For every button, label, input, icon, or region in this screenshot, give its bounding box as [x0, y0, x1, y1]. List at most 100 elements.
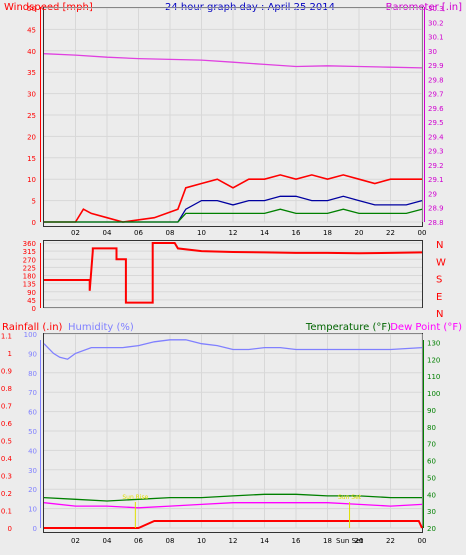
- rainfall-tick-label: 0.7: [1, 403, 12, 411]
- barometer-tick-label: 29.7: [428, 91, 444, 99]
- barometer-tick-label: 29.5: [428, 119, 444, 127]
- series-line-rainfall: [44, 520, 423, 529]
- barometer-axis-title: Barometer [.in]: [386, 2, 462, 13]
- barometer-tick-label: 28.8: [428, 219, 444, 227]
- humidity-tick-label: 10: [28, 506, 37, 514]
- sun-rise-label: Sun Rise: [122, 494, 148, 501]
- temp-x-tick-label: Sun Set: [336, 537, 363, 545]
- windspeed-tick-label: 20: [27, 133, 36, 141]
- rainfall-tick-label: 1.1: [1, 333, 12, 341]
- humidity-tick-label: 40: [28, 447, 37, 455]
- humidity-tick-label: 20: [28, 486, 37, 494]
- rainfall-tick-label: 0.8: [1, 385, 12, 393]
- temp-x-tick-label: 14: [260, 537, 269, 545]
- windspeed-tick-label: 40: [27, 48, 36, 56]
- compass-label: W: [436, 257, 446, 268]
- dew-point-axis-title: Dew Point (°F): [390, 322, 462, 333]
- barometer-tick-label: 29.1: [428, 176, 444, 184]
- direction-tick-label: 270: [23, 256, 36, 264]
- sun-set-label: Sun Set: [338, 494, 362, 501]
- barometer-tick-label: 30.3: [428, 5, 444, 13]
- temp-x-tick-label: 04: [103, 537, 112, 545]
- barometer-tick-label: 30: [428, 48, 437, 56]
- windspeed-tick-label: 30: [27, 91, 36, 99]
- wind-x-tick-label: 18: [323, 229, 332, 237]
- temperature-tick-label: 50: [427, 474, 436, 482]
- barometer-tick-label: 30.1: [428, 34, 444, 42]
- series-line-dew-point: [43, 502, 423, 509]
- direction-tick-label: 360: [23, 240, 36, 248]
- rainfall-tick-label: 0.3: [1, 473, 12, 481]
- humidity-tick-label: 50: [28, 428, 37, 436]
- humidity-tick-label: 60: [28, 409, 37, 417]
- series-line-average: [44, 208, 423, 223]
- temperature-tick-label: 90: [427, 407, 436, 415]
- temp-x-tick-label: 08: [166, 537, 175, 545]
- wind-x-tick-label: 20: [355, 229, 364, 237]
- barometer-tick-label: 28.9: [428, 205, 444, 213]
- temperature-tick-label: 80: [427, 424, 436, 432]
- humidity-tick-label: 30: [28, 467, 37, 475]
- wind-x-tick-label: 10: [197, 229, 206, 237]
- barometer-tick-label: 29.8: [428, 76, 444, 84]
- temperature-tick-label: 110: [427, 373, 440, 381]
- temp-x-tick-label: 10: [197, 537, 206, 545]
- humidity-tick-label: 70: [28, 389, 37, 397]
- barometer-tick-label: 29.6: [428, 105, 444, 113]
- rainfall-tick-label: 0: [8, 525, 12, 533]
- windspeed-tick-label: 15: [27, 155, 36, 163]
- series-line-humidity: [43, 339, 423, 360]
- temperature-tick-label: 20: [427, 525, 436, 533]
- temp-x-tick-label: 00: [418, 537, 427, 545]
- direction-tick-label: 90: [27, 289, 36, 297]
- wind-x-tick-label: 14: [260, 229, 269, 237]
- temperature-tick-label: 120: [427, 356, 440, 364]
- humidity-tick-label: 100: [24, 331, 37, 339]
- temp-x-tick-label: 06: [134, 537, 143, 545]
- direction-tick-label: 0: [32, 305, 36, 313]
- series-line-barometer-in-: [43, 53, 423, 69]
- wind-x-tick-label: 16: [292, 229, 301, 237]
- rainfall-tick-label: 1: [8, 350, 12, 358]
- compass-label: S: [436, 275, 442, 286]
- windspeed-tick-label: 50: [27, 5, 36, 13]
- compass-label: N: [436, 309, 443, 320]
- windspeed-tick-label: 45: [27, 26, 36, 34]
- barometer-tick-label: 29.3: [428, 148, 444, 156]
- direction-tick-label: 180: [23, 273, 36, 281]
- humidity-tick-label: 90: [28, 350, 37, 358]
- windspeed-tick-label: 35: [27, 69, 36, 77]
- direction-tick-label: 45: [27, 297, 36, 305]
- wind-x-tick-label: 06: [134, 229, 143, 237]
- rainfall-tick-label: 0.9: [1, 368, 12, 376]
- temp-x-tick-label: 02: [71, 537, 80, 545]
- rainfall-tick-label: 0.1: [1, 508, 12, 516]
- compass-label: E: [436, 292, 442, 303]
- barometer-tick-label: 30.2: [428, 19, 444, 27]
- humidity-tick-label: 0: [33, 525, 37, 533]
- temperature-tick-label: 30: [427, 508, 436, 516]
- windspeed-tick-label: 0: [32, 219, 36, 227]
- temperature-axis-title: Temperature (°F): [305, 322, 391, 333]
- humidity-axis-title: Humidity (%): [68, 322, 134, 333]
- humidity-tick-label: 80: [28, 370, 37, 378]
- wind-x-tick-label: 22: [386, 229, 395, 237]
- windspeed-tick-label: 25: [27, 112, 36, 120]
- temp-x-tick-label: 12: [229, 537, 238, 545]
- wind-x-tick-label: 02: [71, 229, 80, 237]
- barometer-tick-label: 29.4: [428, 133, 444, 141]
- temp-x-tick-label: 20: [355, 537, 364, 545]
- direction-tick-label: 135: [23, 281, 36, 289]
- temp-x-tick-label: 16: [292, 537, 301, 545]
- temperature-tick-label: 60: [427, 458, 436, 466]
- barometer-tick-label: 29.9: [428, 62, 444, 70]
- barometer-tick-label: 29.2: [428, 162, 444, 170]
- series-line-windspeed: [44, 195, 423, 223]
- direction-tick-label: 315: [23, 248, 36, 256]
- rainfall-axis-title: Rainfall (.in): [2, 322, 63, 333]
- series-line-gust: [44, 174, 422, 223]
- series-line-temperature: [43, 493, 422, 502]
- temp-x-tick-label: 22: [386, 537, 395, 545]
